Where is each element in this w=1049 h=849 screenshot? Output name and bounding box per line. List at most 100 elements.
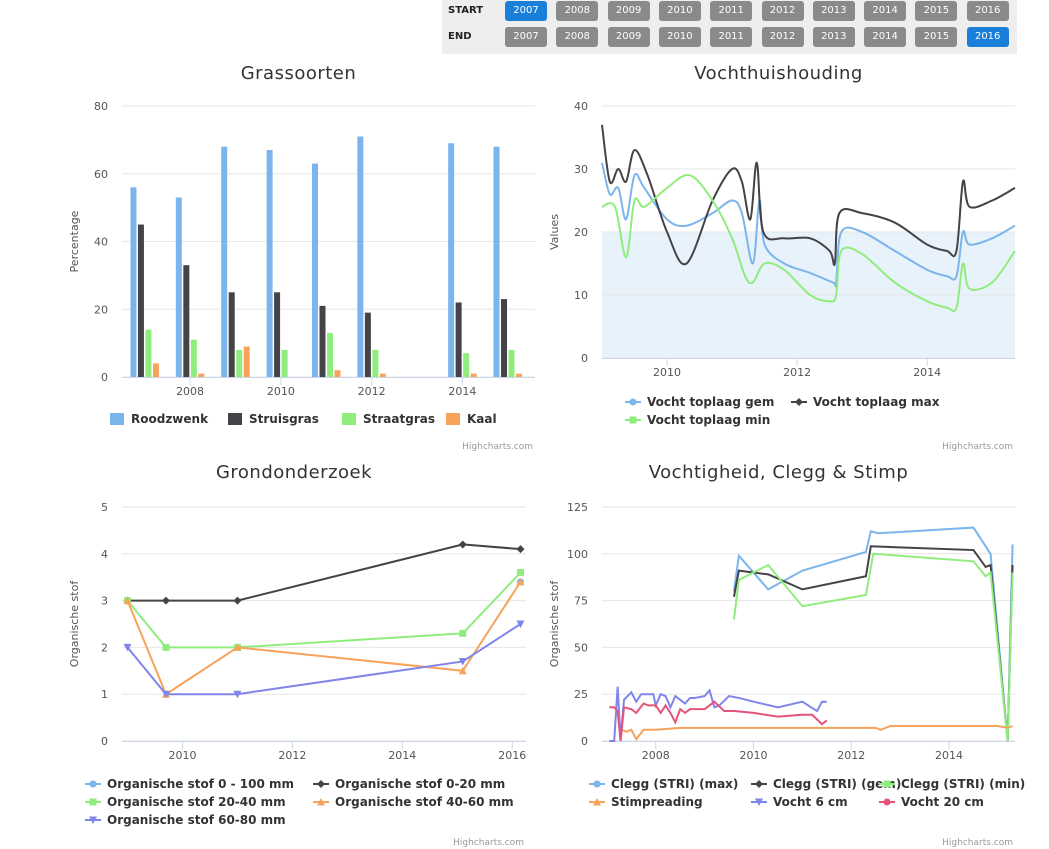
bar-roodzwenk-2007[interactable] — [130, 187, 137, 377]
bar-struisgras-2008[interactable] — [183, 265, 190, 377]
series-line-stimpreading[interactable] — [621, 725, 1013, 741]
bar-straatgras-2015[interactable] — [508, 349, 515, 377]
legend-item-struisgras[interactable]: Struisgras — [228, 412, 319, 426]
bar-kaal-2012[interactable] — [379, 373, 386, 377]
end-year-2007-button[interactable]: 2007 — [505, 27, 547, 47]
start-year-2007-button[interactable]: 2007 — [505, 1, 547, 21]
chart-vochthuishouding: Vochthuishouding 0 10 20 30 40 2010 2012 2014 Val… — [548, 63, 1016, 452]
bar-struisgras-2014[interactable] — [455, 302, 462, 377]
start-year-2008-button[interactable]: 2008 — [556, 1, 599, 21]
bar-roodzwenk-2012[interactable] — [357, 136, 364, 377]
series-line-organische-stof-40-60-mm[interactable] — [126, 581, 522, 696]
start-year-2014-button[interactable]: 2014 — [864, 1, 907, 21]
bar-straatgras-2011[interactable] — [326, 332, 333, 377]
legend-item-organische-stof-0-20-mm[interactable]: Organische stof 0-20 mm — [313, 777, 505, 791]
end-year-2016-button[interactable]: 2016 — [966, 27, 1009, 47]
legend-item-vocht-20-cm[interactable]: Vocht 20 cm — [879, 795, 984, 809]
start-year-2016-button[interactable]: 2016 — [966, 1, 1009, 21]
end-year-2008-button[interactable]: 2008 — [556, 27, 599, 47]
y-tick-label: 40 — [574, 100, 588, 113]
legend-label: Vocht 6 cm — [773, 795, 848, 809]
end-year-2012-button[interactable]: 2012 — [761, 27, 804, 47]
series-vocht-20-cm — [609, 700, 828, 742]
start-year-2009-button[interactable]: 2009 — [607, 1, 650, 21]
highcharts-credits[interactable]: Highcharts.com — [462, 442, 533, 452]
series-line-vocht-toplaag-gem[interactable] — [601, 162, 1016, 288]
bar-roodzwenk-2014[interactable] — [448, 143, 455, 377]
series-organische-stof-0-20-mm — [123, 540, 525, 605]
series-line-vocht-20-cm[interactable] — [609, 700, 828, 742]
series-roodzwenk — [130, 136, 500, 377]
legend-item-clegg-stri-min[interactable]: Clegg (STRI) (min) — [879, 777, 1025, 791]
bar-kaal-2011[interactable] — [334, 370, 341, 377]
legend-item-vocht-toplaag-gem[interactable]: Vocht toplaag gem — [625, 395, 774, 409]
legend-item-organische-stof-40-60-mm[interactable]: Organische stof 40-60 mm — [313, 795, 514, 809]
bar-straatgras-2007[interactable] — [145, 329, 152, 377]
series-kaal — [152, 346, 523, 377]
end-year-2011-button[interactable]: 2011 — [710, 27, 753, 47]
legend-label: Organische stof 60-80 mm — [107, 813, 286, 827]
end-year-2013-button[interactable]: 2013 — [812, 27, 855, 47]
legend-item-stimpreading[interactable]: Stimpreading — [589, 795, 703, 809]
end-year-2015-button[interactable]: 2015 — [915, 27, 958, 47]
highcharts-credits[interactable]: Highcharts.com — [942, 838, 1013, 848]
series-line-clegg-stri-max[interactable] — [732, 526, 1014, 742]
start-year-2015-button[interactable]: 2015 — [915, 1, 958, 21]
end-year-2009-button[interactable]: 2009 — [607, 27, 650, 47]
series-line-vocht-6-cm[interactable] — [609, 686, 827, 742]
bar-roodzwenk-2015[interactable] — [493, 146, 500, 377]
bar-straatgras-2012[interactable] — [372, 349, 379, 377]
bar-struisgras-2010[interactable] — [274, 292, 281, 377]
bar-straatgras-2009[interactable] — [236, 349, 243, 377]
legend-item-organische-stof-60-80-mm[interactable]: Organische stof 60-80 mm — [85, 813, 286, 827]
legend-item-vocht-toplaag-min[interactable]: Vocht toplaag min — [625, 413, 770, 427]
highcharts-credits[interactable]: Highcharts.com — [453, 838, 524, 848]
end-year-2010-button[interactable]: 2010 — [658, 27, 701, 47]
chart-grondonderzoek: Grondonderzoek 0 1 2 3 4 5 2010 2012 2014 2016 Orga… — [68, 462, 526, 848]
legend-marker — [883, 780, 891, 788]
bar-kaal-2009[interactable] — [243, 346, 250, 377]
x-tick-label: 2010 — [740, 749, 768, 762]
bar-kaal-2015[interactable] — [516, 373, 523, 377]
legend-item-vocht-toplaag-max[interactable]: Vocht toplaag max — [791, 395, 940, 409]
series-line-organische-stof-0-20-mm[interactable] — [127, 543, 521, 602]
point-organische-stof-20-40-mm-1 — [162, 643, 170, 651]
x-tick-label: 2010 — [168, 749, 196, 762]
bar-struisgras-2009[interactable] — [228, 292, 235, 377]
series-line-vocht-toplaag-max[interactable] — [601, 124, 1016, 266]
legend-item-straatgras[interactable]: Straatgras — [342, 412, 435, 426]
legend-item-clegg-stri-max[interactable]: Clegg (STRI) (max) — [589, 777, 738, 791]
series-stimpreading — [621, 725, 1013, 741]
bar-struisgras-2011[interactable] — [319, 305, 326, 377]
bar-straatgras-2014[interactable] — [463, 353, 470, 377]
legend-item-organische-stof-0-100-mm[interactable]: Organische stof 0 - 100 mm — [85, 777, 294, 791]
legend-item-kaal[interactable]: Kaal — [446, 412, 497, 426]
bar-roodzwenk-2008[interactable] — [175, 197, 182, 377]
bar-struisgras-2007[interactable] — [137, 224, 144, 377]
series-line-vocht-toplaag-min[interactable] — [601, 174, 1016, 313]
bar-struisgras-2012[interactable] — [364, 312, 371, 377]
y-tick-label: 0 — [581, 735, 588, 748]
series-clegg-stri-min — [732, 552, 1014, 742]
start-year-2010-button[interactable]: 2010 — [658, 1, 701, 21]
end-year-2014-button[interactable]: 2014 — [864, 27, 907, 47]
bar-straatgras-2010[interactable] — [281, 349, 288, 377]
legend-item-clegg-stri-gem[interactable]: Clegg (STRI) (gem) — [751, 777, 901, 791]
highcharts-credits[interactable]: Highcharts.com — [942, 442, 1013, 452]
bar-roodzwenk-2011[interactable] — [311, 163, 318, 377]
legend-item-organische-stof-20-40-mm[interactable]: Organische stof 20-40 mm — [85, 795, 286, 809]
legend-item-roodzwenk[interactable]: Roodzwenk — [110, 412, 209, 426]
start-year-2012-button[interactable]: 2012 — [761, 1, 804, 21]
bar-kaal-2007[interactable] — [152, 363, 159, 377]
series-line-clegg-stri-min[interactable] — [732, 552, 1014, 742]
legend-item-vocht-6-cm[interactable]: Vocht 6 cm — [751, 795, 848, 809]
bar-roodzwenk-2009[interactable] — [221, 146, 228, 377]
bar-roodzwenk-2010[interactable] — [266, 150, 273, 377]
bar-kaal-2008[interactable] — [198, 373, 205, 377]
start-year-2011-button[interactable]: 2011 — [710, 1, 753, 21]
start-year-2013-button[interactable]: 2013 — [812, 1, 855, 21]
bar-straatgras-2008[interactable] — [190, 339, 197, 377]
bar-struisgras-2015[interactable] — [501, 299, 508, 377]
bar-kaal-2014[interactable] — [470, 373, 477, 377]
series-struisgras — [137, 224, 508, 377]
